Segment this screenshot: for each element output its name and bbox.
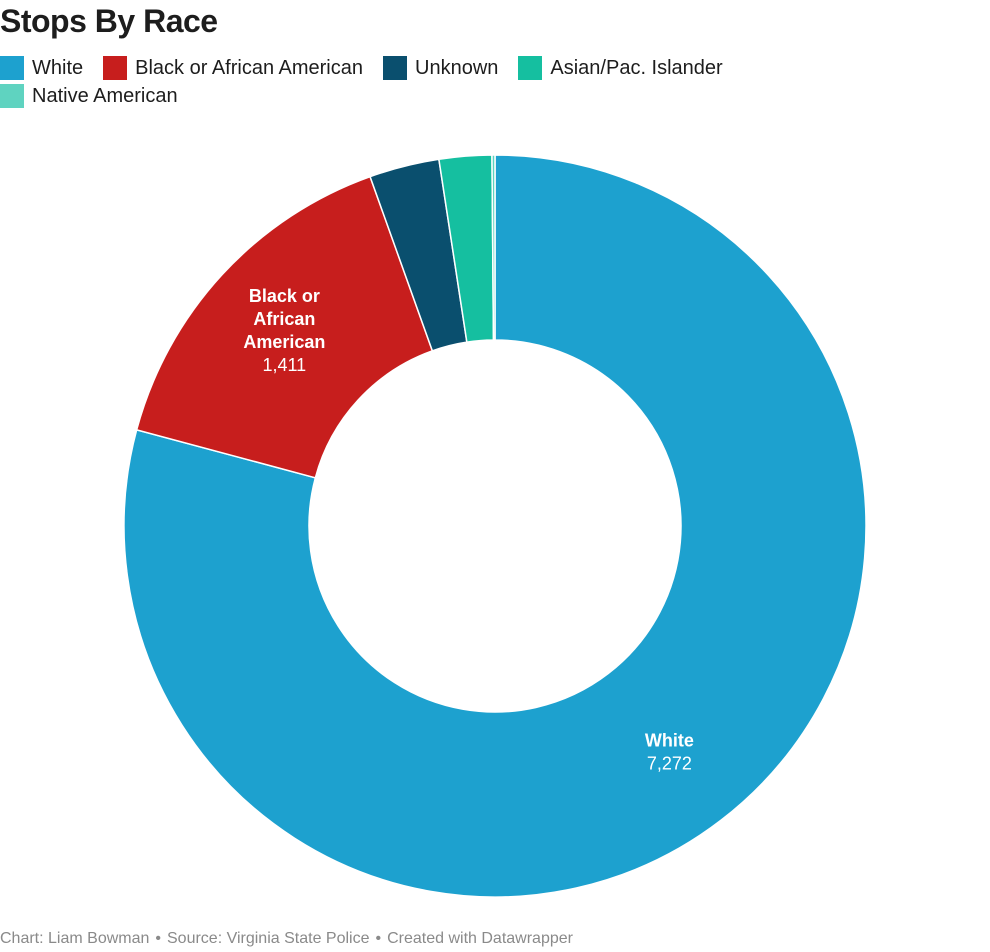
footer-separator: • (375, 930, 382, 947)
legend-swatch (103, 56, 128, 80)
legend-label: Unknown (415, 56, 499, 79)
legend-label: Asian/Pac. Islander (550, 56, 723, 79)
data-label-name: White (645, 731, 694, 751)
footer-credit: Chart: Liam Bowman (0, 930, 150, 947)
data-label-name: Black or (249, 286, 320, 306)
data-label-black-or-african-american: Black or African American 1,411 (243, 286, 325, 375)
donut-chart: White 7,272 Black or African American 1,411 (123, 154, 867, 898)
slice-white (123, 154, 867, 898)
data-label-name: African (253, 309, 315, 329)
chart-legend: White Black or African American Unknown Asi… (0, 56, 800, 108)
legend-swatch (518, 56, 543, 80)
slice-native-american (491, 154, 496, 341)
legend-item-unknown: Unknown (383, 56, 498, 80)
legend-label: Native American (32, 84, 178, 107)
legend-item-asian-pac-islander: Asian/Pac. Islander (518, 56, 723, 80)
legend-label: Black or African American (135, 56, 363, 79)
data-label-white: White 7,272 (645, 731, 694, 774)
data-label-value: 1,411 (262, 355, 306, 375)
legend-swatch (0, 84, 24, 108)
legend-item-native-american: Native American (0, 84, 178, 108)
data-label-name: American (243, 332, 325, 352)
chart-footer: Chart: Liam Bowman • Source: Virginia Stat… (0, 930, 573, 948)
footer-separator: • (155, 930, 161, 947)
legend-swatch (383, 56, 407, 80)
chart-title: Stops By Race (0, 3, 218, 39)
data-label-value: 7,272 (647, 754, 692, 774)
legend-item-black-or-african-american: Black or African American (103, 56, 363, 80)
legend-item-white: White (0, 56, 83, 80)
legend-swatch (0, 56, 24, 80)
slice-black-or-african-american (135, 175, 434, 479)
footer-created-with: Created with Datawrapper (387, 930, 573, 947)
legend-label: White (32, 56, 84, 79)
footer-source: Source: Virginia State Police (167, 930, 370, 947)
